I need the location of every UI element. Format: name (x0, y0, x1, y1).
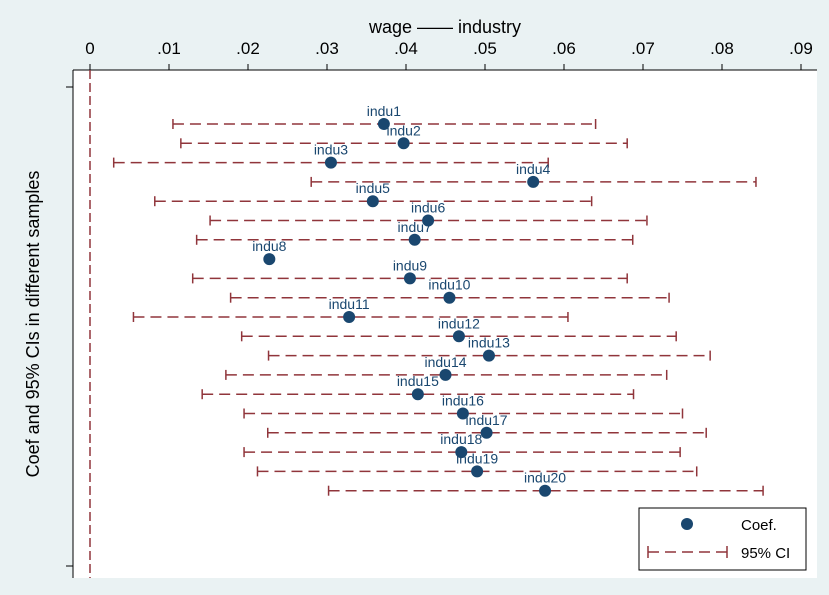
x-tick-label: .05 (473, 39, 497, 58)
y-axis-title: Coef and 95% CIs in different samples (23, 171, 43, 478)
x-tick-label: 0 (85, 39, 94, 58)
coef-point-label: indu5 (356, 180, 390, 196)
coef-point (411, 388, 424, 401)
coef-point-label: indu3 (314, 142, 348, 158)
coef-point (366, 195, 379, 208)
coef-point-label: indu20 (524, 470, 566, 486)
x-tick-label: .04 (394, 39, 418, 58)
x-axis: 0 .01 .02 .03 .04 .05 .06 .07 .08 .09 (73, 39, 817, 71)
point-labels: indu1 indu2 indu3 indu4 indu5 indu6 indu7 indu8… (252, 103, 566, 486)
x-tick-label: .08 (710, 39, 734, 58)
coef-point (527, 175, 540, 188)
coef-point-label: indu6 (411, 200, 445, 216)
coef-point (397, 137, 410, 150)
plot-background (73, 70, 817, 578)
coef-points (263, 118, 552, 497)
x-tick-label: .06 (552, 39, 576, 58)
coef-point (452, 330, 465, 343)
coef-point (377, 118, 390, 130)
coef-point-label: indu18 (440, 431, 482, 447)
y-axis (66, 70, 74, 578)
coef-point-label: indu11 (329, 296, 370, 312)
x-tick-label: .01 (157, 39, 181, 58)
coef-point (456, 407, 469, 420)
coef-point-label: indu9 (393, 257, 427, 273)
coef-point (403, 272, 416, 285)
coef-point (263, 253, 276, 266)
coef-point-label: indu7 (398, 219, 432, 235)
coef-point (471, 465, 484, 478)
coef-point (422, 214, 435, 227)
legend-coef-label: Coef. (741, 517, 777, 534)
coef-point (439, 368, 452, 381)
legend-box (638, 507, 807, 571)
legend-ci-marker (647, 546, 728, 558)
coef-point (480, 426, 493, 439)
coef-point (324, 156, 337, 169)
coef-point-label: indu14 (424, 354, 466, 370)
coef-point-label: indu17 (466, 412, 508, 428)
coef-point-label: indu13 (468, 335, 510, 351)
coef-point-label: indu16 (442, 393, 484, 409)
coef-point-label: indu1 (367, 103, 401, 119)
legend-coef-marker (681, 518, 693, 530)
coef-point (408, 233, 421, 246)
x-tick-label: .09 (789, 39, 813, 58)
coef-point-label: indu4 (516, 161, 550, 177)
legend-ci-label: 95% CI (741, 545, 790, 562)
x-tick-label: .02 (236, 39, 260, 58)
coef-point (482, 349, 495, 362)
x-tick-label: .03 (315, 39, 339, 58)
legend: Coef. 95% CI (638, 507, 807, 571)
coef-point (539, 484, 552, 497)
coef-point-label: indu10 (428, 277, 470, 293)
coef-point-label: indu15 (397, 373, 439, 389)
chart-title: wage —— industry (368, 17, 521, 37)
coef-point-label: indu2 (386, 122, 420, 138)
coef-point (443, 291, 456, 304)
coef-point-label: indu19 (456, 450, 498, 466)
coef-point (343, 311, 356, 323)
coef-point-label: indu12 (438, 315, 480, 331)
x-tick-label: .07 (631, 39, 655, 58)
coef-point-label: indu8 (252, 238, 286, 254)
coef-point (455, 446, 468, 459)
